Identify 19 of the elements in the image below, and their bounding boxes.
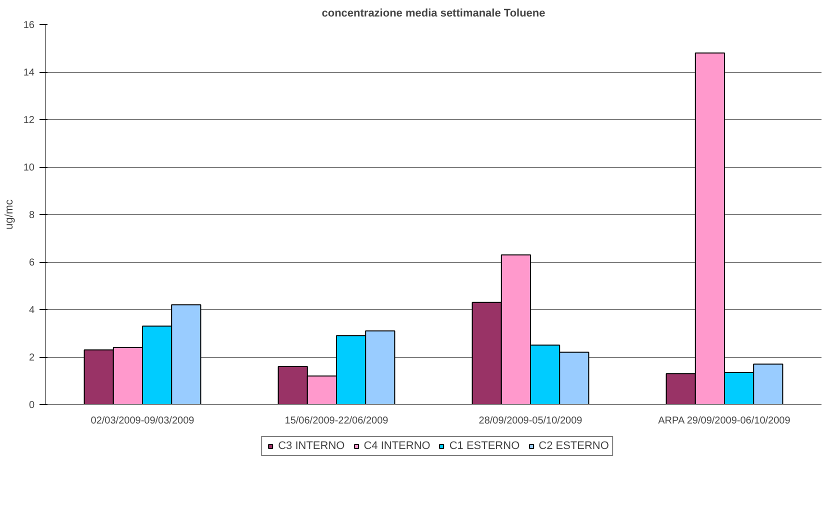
legend-label: C4 INTERNO — [364, 440, 430, 452]
y-tick-label: 8 — [28, 210, 35, 221]
x-tick-label: ARPA 29/09/2009-06/10/2009 — [658, 416, 791, 426]
y-tick-label: 6 — [28, 258, 35, 268]
y-tick-label: 4 — [28, 305, 35, 316]
y-tick-label: 14 — [23, 68, 35, 78]
x-tick-label: 28/09/2009-05/10/2009 — [478, 416, 583, 426]
chart-title: concentrazione media settimanale Toluene — [322, 8, 546, 20]
y-axis-title: ug/mc — [3, 199, 16, 230]
legend-label: C2 ESTERNO — [538, 440, 609, 452]
x-tick-label: 15/06/2009-22/06/2009 — [284, 416, 389, 426]
x-tick-label: 02/03/2009-09/03/2009 — [90, 416, 195, 426]
y-tick-label: 10 — [23, 162, 35, 174]
y-tick-label: 16 — [23, 20, 35, 31]
y-tick-label: 12 — [23, 115, 35, 126]
legend-label: C1 ESTERNO — [449, 440, 520, 452]
legend-label: C3 INTERNO — [278, 440, 345, 452]
y-tick-label: 2 — [28, 352, 35, 364]
y-tick-label: 0 — [28, 400, 35, 411]
